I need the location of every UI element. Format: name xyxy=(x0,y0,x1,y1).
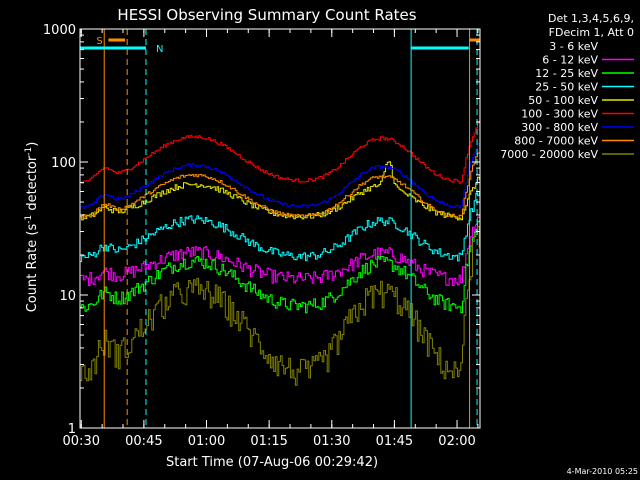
legend-label-7: 800 - 7000 keV xyxy=(514,135,598,148)
legend-label-6: 300 - 800 keV xyxy=(521,121,598,134)
x-tick-label: 02:00 xyxy=(438,434,475,449)
plot-frame xyxy=(79,28,481,429)
x-tick-label: 01:00 xyxy=(188,434,225,449)
x-tick-label: 00:30 xyxy=(63,434,100,449)
series-line-3 xyxy=(80,192,480,263)
x-tick-label: 01:30 xyxy=(313,434,350,449)
legend-label-5: 100 - 300 keV xyxy=(521,108,598,121)
series-line-2 xyxy=(80,220,480,314)
legend-label-2: 12 - 25 keV xyxy=(535,67,598,80)
x-tick-label: 00:45 xyxy=(125,434,162,449)
series-line-7 xyxy=(80,152,480,220)
x-tick-label: 01:15 xyxy=(250,434,287,449)
legend-header-line-2: FDecim 1, Att 0 xyxy=(549,26,634,39)
time-markers: SN xyxy=(80,29,480,428)
series-line-1 xyxy=(80,216,480,286)
legend-label-8: 7000 - 20000 keV xyxy=(500,148,598,161)
y-tick-label: 10 xyxy=(59,289,76,304)
footer-timestamp: 4-Mar-2010 05:25 xyxy=(567,467,638,476)
series-line-6 xyxy=(80,142,480,209)
legend-header-line-1: Det 1,3,4,5,6,9, xyxy=(548,12,634,25)
x-axis-title: Start Time (07-Aug-06 00:29:42) xyxy=(166,455,378,470)
legend-label-1: 6 - 12 keV xyxy=(542,54,598,67)
x-tick-label: 01:45 xyxy=(376,434,413,449)
y-axis-title: Count Rate (s-1 detector-1) xyxy=(24,142,40,313)
legend-label-0: 3 - 6 keV xyxy=(549,40,598,53)
y-tick-label: 1 xyxy=(68,422,76,437)
series-line-8 xyxy=(80,225,480,386)
series-line-5 xyxy=(80,120,480,184)
legend-label-3: 25 - 50 keV xyxy=(535,81,598,94)
marker-label-1: N xyxy=(156,44,163,55)
axes: 00:30 00:45 01:00 01:15 01:30 01:45 02:00 1 10 10… xyxy=(43,23,481,449)
legend-label-4: 50 - 100 keV xyxy=(528,94,598,107)
legend: Det 1,3,4,5,6,9, FDecim 1, Att 0 3 - 6 k… xyxy=(500,12,634,161)
y-tick-label: 1000 xyxy=(43,23,76,38)
chart-title: HESSI Observing Summary Count Rates xyxy=(117,6,416,24)
y-tick-label: 100 xyxy=(51,156,76,171)
plot-area xyxy=(80,120,480,402)
marker-label-0: S xyxy=(96,36,102,47)
